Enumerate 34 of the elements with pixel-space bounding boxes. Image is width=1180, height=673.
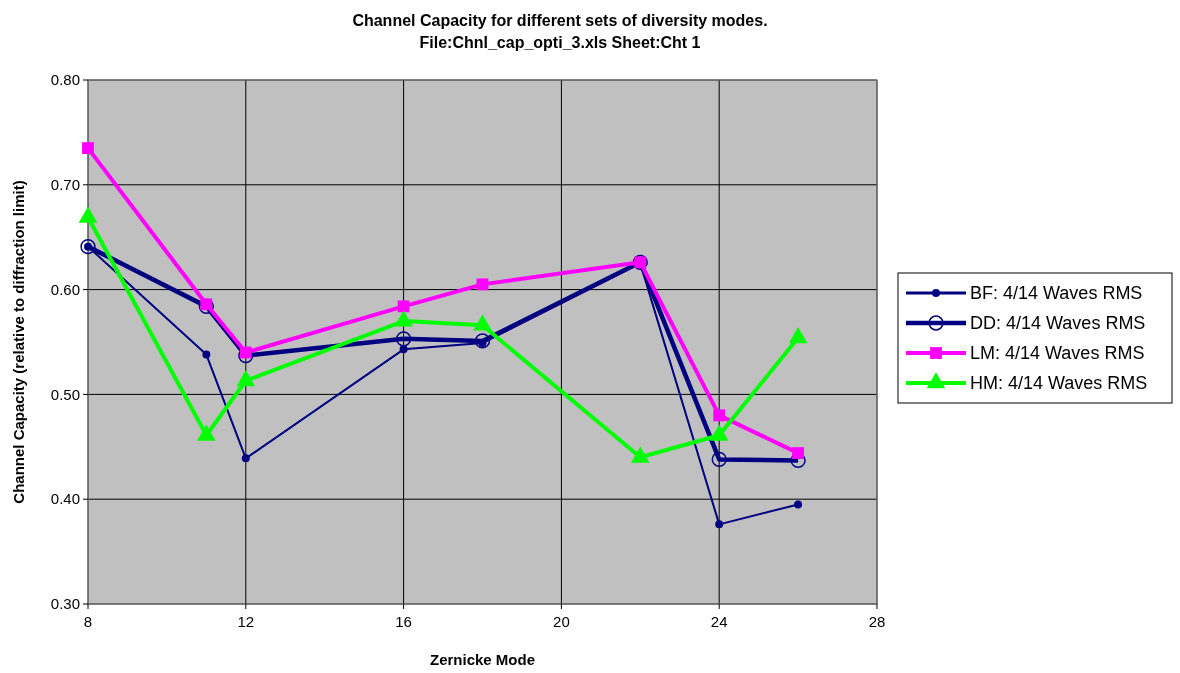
point xyxy=(794,500,803,509)
legend-label: HM: 4/14 Waves RMS xyxy=(970,373,1148,394)
chart-title: Channel Capacity for different sets of diversity modes. xyxy=(352,12,768,29)
point xyxy=(395,331,412,347)
x-tick-label: 8 xyxy=(83,613,93,630)
x-tick-label: 24 xyxy=(710,613,728,630)
x-axis-title: Zernicke Mode xyxy=(429,651,536,668)
x-tick-label: 20 xyxy=(553,613,570,630)
x-tick-label: 12 xyxy=(237,613,255,630)
chart-subtitle: File:Chnl_cap_opti_3.xls Sheet:Cht 1 xyxy=(419,34,701,51)
point xyxy=(792,447,805,459)
point xyxy=(82,142,94,155)
point xyxy=(241,454,250,463)
point xyxy=(399,345,408,354)
y-tick-label: 0.70 xyxy=(50,176,80,194)
y-axis-title: Channel Capacity (relative to diffraction limit) xyxy=(10,180,27,504)
y-tick-label: 0.60 xyxy=(50,280,80,298)
point xyxy=(202,350,211,359)
point xyxy=(711,451,727,468)
x-tick-label: 16 xyxy=(395,613,412,630)
legend-label: BF: 4/14 Waves RMS xyxy=(970,283,1143,304)
point xyxy=(715,520,724,529)
legend-label: LM: 4/14 Waves RMS xyxy=(970,343,1145,364)
point xyxy=(476,278,489,291)
y-tick-label: 0.80 xyxy=(50,71,80,89)
y-tick-label: 0.30 xyxy=(50,595,80,613)
point xyxy=(239,346,252,359)
legend-label: DD: 4/14 Waves RMS xyxy=(970,313,1146,334)
point xyxy=(397,300,410,313)
point xyxy=(80,238,96,255)
y-tick-label: 0.50 xyxy=(50,385,80,403)
point xyxy=(713,409,726,422)
x-tick-label: 28 xyxy=(868,613,886,630)
y-tick-label: 0.40 xyxy=(50,490,80,508)
